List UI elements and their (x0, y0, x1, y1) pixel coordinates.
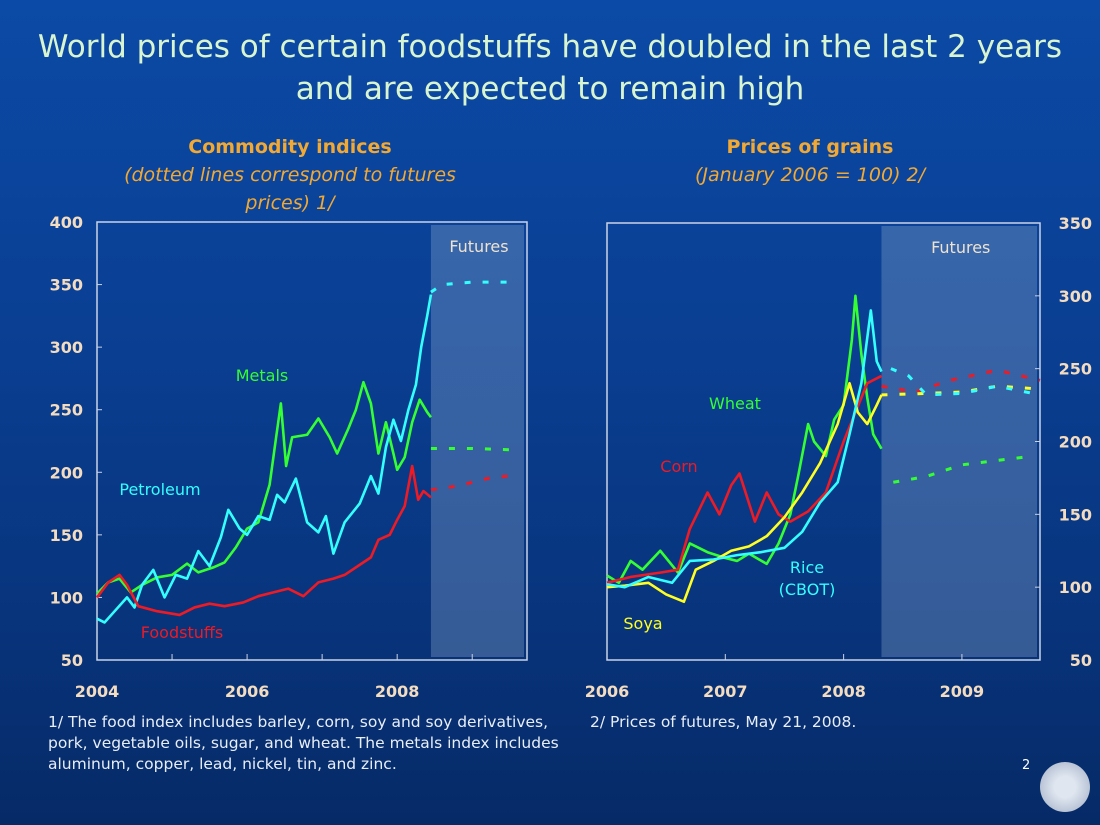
rice-cbot-series-label: Rice (CBOT) (779, 558, 836, 599)
x-tick-label: 2009 (940, 682, 985, 701)
wheat-line (606, 294, 883, 585)
y-tick-label: 100 (50, 588, 83, 607)
metals-series-label: Metals (236, 366, 289, 385)
rice-cbot-line (606, 309, 883, 589)
x-tick-label: 2008 (375, 682, 420, 701)
series-label-part: Wheat (709, 394, 761, 413)
wheat-series-label: Wheat (709, 394, 761, 413)
x-tick-label: 2006 (225, 682, 270, 701)
footnote-right: 2/ Prices of futures, May 21, 2008. (590, 713, 857, 731)
footnote-left: 1/ The food index includes barley, corn,… (48, 713, 559, 773)
futures-label: Futures (449, 237, 508, 256)
page-number: 2 (1022, 758, 1031, 773)
y-tick-label: 200 (1059, 433, 1092, 452)
left-chart-title: Commodity indices (188, 136, 392, 158)
wheat-futures-line (893, 454, 1034, 484)
plot-frame (96, 221, 528, 661)
foodstuffs-line (95, 464, 432, 617)
left-chart-heading: Commodity indices (dotted lines correspo… (90, 133, 490, 217)
corn-line (606, 374, 883, 585)
right-chart-heading: Prices of grains (January 2006 = 100) 2/ (610, 133, 1010, 189)
y-tick-label: 150 (50, 526, 83, 545)
series-label-part: Soya (623, 614, 662, 633)
corn-series-label: Corn (660, 457, 697, 476)
futures-shaded-region (881, 226, 1037, 657)
soya-line (606, 381, 883, 604)
x-tick-label: 2008 (821, 682, 866, 701)
grains-chart: Futures 50 100 150 200 250 300 350 2006 2007 2008 2… (585, 214, 1092, 701)
foodstuffs-series-label: Foodstuffs (141, 623, 223, 642)
corn-futures-line (881, 368, 1041, 394)
y-tick-label: 300 (1059, 287, 1092, 306)
series-label-part: (CBOT) (779, 580, 836, 599)
soya-futures-line (881, 384, 1041, 397)
foodstuffs-futures-line (430, 473, 518, 492)
y-tick-label: 50 (1070, 651, 1092, 670)
series-label-part: Foodstuffs (141, 623, 223, 642)
x-tick-label: 2007 (703, 682, 748, 701)
y-tick-label: 50 (61, 651, 83, 670)
series-label-part: Petroleum (119, 480, 200, 499)
y-tick-label: 400 (50, 213, 83, 232)
y-tick-label: 200 (50, 463, 83, 482)
imf-logo (1040, 762, 1090, 812)
commodity-chart: Futures 50 100 150 200 250 300 350 400 2004 2006 20… (50, 213, 528, 701)
soya-series-label: Soya (623, 614, 662, 633)
y-tick-label: 350 (1059, 214, 1092, 233)
series-label-part: Rice (790, 558, 824, 577)
y-tick-label: 250 (50, 401, 83, 420)
y-tick-label: 250 (1059, 360, 1092, 379)
y-tick-label: 350 (50, 276, 83, 295)
x-tick-label: 2004 (75, 682, 120, 701)
right-chart-subtitle: (January 2006 = 100) 2/ (694, 164, 926, 186)
futures-label: Futures (931, 238, 990, 257)
y-tick-label: 150 (1059, 505, 1092, 524)
y-tick-label: 100 (1059, 578, 1092, 597)
y-tick-label: 300 (50, 338, 83, 357)
slide-title: World prices of certain foodstuffs have … (0, 26, 1100, 110)
petroleum-line (96, 294, 433, 624)
metals-line (96, 380, 432, 595)
right-chart-title: Prices of grains (726, 136, 894, 158)
series-label-part: Metals (236, 366, 289, 385)
series-label-part: Corn (660, 457, 697, 476)
metals-futures-line (430, 447, 510, 452)
title-line-1: World prices of certain foodstuffs have … (37, 29, 1063, 65)
x-tick-label: 2006 (585, 682, 630, 701)
title-line-2: and are expected to remain high (295, 71, 805, 107)
futures-shaded-region (430, 225, 524, 657)
petroleum-series-label: Petroleum (119, 480, 200, 499)
left-chart-subtitle: (dotted lines correspond to futures pric… (124, 164, 456, 214)
